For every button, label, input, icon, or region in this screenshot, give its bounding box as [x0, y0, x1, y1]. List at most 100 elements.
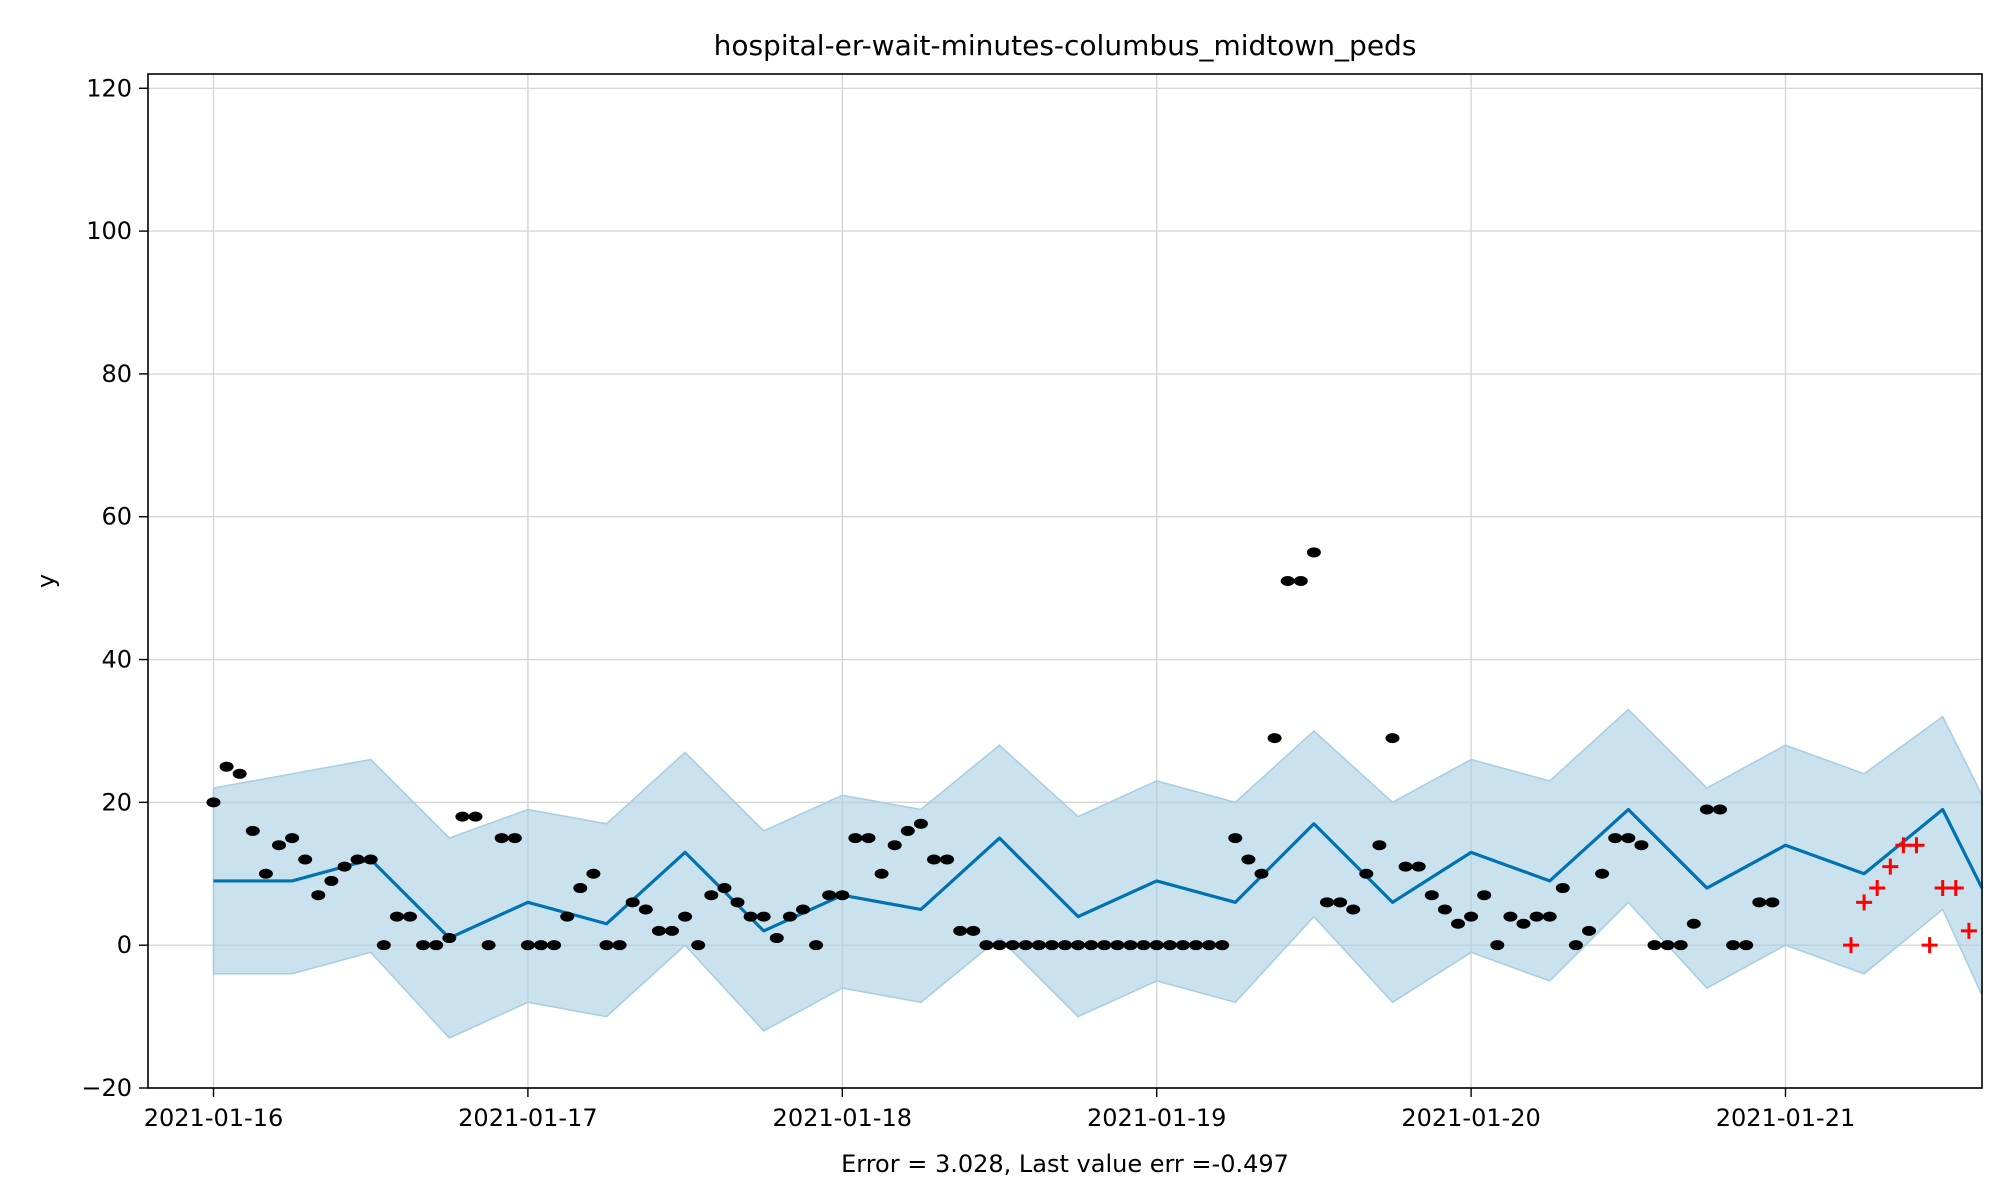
observed-point: [1058, 940, 1072, 951]
observed-point: [769, 933, 784, 944]
observed-point: [1359, 868, 1374, 879]
observed-point: [1267, 733, 1282, 744]
observed-point: [1346, 904, 1361, 915]
y-tick-label: 20: [101, 788, 132, 816]
observed-point: [534, 940, 548, 951]
y-tick-label: −20: [81, 1074, 132, 1102]
x-tick-label: 2021-01-18: [773, 1104, 912, 1132]
observed-point: [1503, 911, 1518, 922]
observed-point: [1765, 897, 1780, 908]
observed-point: [1110, 940, 1125, 951]
observed-point: [1490, 940, 1505, 951]
observed-point: [1595, 868, 1610, 879]
observed-point: [1699, 804, 1714, 815]
observed-point: [232, 768, 247, 779]
holdout-point: [1882, 858, 1899, 875]
observed-point: [1464, 911, 1479, 922]
observed-point: [822, 890, 837, 901]
observed-point: [717, 883, 732, 894]
holdout-point: [1856, 894, 1873, 911]
x-axis: 2021-01-16 2021-01-17 2021-01-18 2021-01-19…: [144, 1088, 1855, 1132]
observed-point: [900, 825, 915, 836]
observed-point: [743, 911, 758, 922]
observed-point: [363, 854, 378, 865]
observed-point: [1516, 918, 1531, 929]
y-tick-label: 80: [101, 360, 132, 388]
observed-point: [1123, 940, 1138, 951]
observed-point: [1634, 840, 1649, 851]
observed-point: [691, 940, 706, 951]
observed-point: [586, 868, 601, 879]
observed-point: [520, 940, 535, 951]
holdout-point: [1869, 880, 1886, 897]
observed-point: [887, 840, 902, 851]
observed-point: [927, 854, 941, 865]
x-tick-label: 2021-01-17: [458, 1104, 597, 1132]
y-tick-label: 40: [101, 646, 132, 674]
x-tick-label: 2021-01-21: [1716, 1104, 1855, 1132]
y-axis-label: y: [32, 574, 60, 588]
observed-point: [272, 840, 286, 851]
observed-point: [507, 833, 522, 844]
observed-point: [940, 854, 955, 865]
observed-point: [1424, 890, 1439, 901]
observed-point: [1673, 940, 1688, 951]
observed-point: [953, 925, 968, 936]
holdout-point: [1921, 937, 1938, 954]
observed-point: [1189, 940, 1203, 951]
holdout-points-layer: [1843, 837, 1977, 954]
observed-point: [1739, 940, 1754, 951]
y-tick-label: 120: [86, 74, 132, 102]
observed-point: [1713, 804, 1727, 815]
observed-point: [665, 925, 679, 936]
observed-point: [560, 911, 575, 922]
observed-point: [638, 904, 653, 915]
observed-point: [1398, 861, 1413, 872]
observed-point: [298, 854, 313, 865]
observed-point: [1084, 940, 1099, 951]
observed-point: [429, 940, 444, 951]
observed-point: [1162, 940, 1177, 951]
plot-frame: [147, 73, 1983, 1089]
observed-point: [1582, 925, 1596, 936]
observed-point: [1228, 833, 1243, 844]
holdout-point: [1843, 937, 1859, 954]
observed-point: [455, 811, 470, 822]
observed-point: [848, 833, 863, 844]
observed-point: [1555, 883, 1570, 894]
observed-point: [651, 925, 666, 936]
observed-point: [389, 911, 404, 922]
y-tick-label: 60: [101, 503, 132, 531]
observed-point: [245, 825, 260, 836]
y-tick-label: 0: [117, 931, 132, 959]
observed-point: [809, 940, 824, 951]
observed-point: [1293, 576, 1308, 586]
observed-point: [861, 833, 876, 844]
observed-point: [337, 861, 352, 872]
observed-point: [730, 897, 745, 908]
observed-point: [376, 940, 391, 951]
observed-point: [1726, 940, 1741, 951]
observed-point: [1306, 547, 1321, 558]
observed-point: [756, 911, 771, 922]
observed-point: [1647, 940, 1662, 951]
observed-point: [1686, 918, 1701, 929]
forecast-line: [213, 807, 1984, 940]
observed-point: [285, 833, 300, 844]
observed-point: [1529, 911, 1544, 922]
observed-point: [350, 854, 365, 865]
observed-point: [1136, 940, 1151, 951]
x-axis-label: Error = 3.028, Last value err =-0.497: [841, 1150, 1289, 1178]
observed-point: [468, 811, 483, 822]
observed-point: [1044, 940, 1059, 951]
observed-point: [678, 911, 693, 922]
observed-points-layer: [206, 547, 1780, 951]
x-tick-label: 2021-01-16: [144, 1104, 283, 1132]
observed-point: [874, 868, 889, 879]
observed-point: [1241, 854, 1256, 865]
observed-point: [494, 833, 509, 844]
x-tick-label: 2021-01-19: [1087, 1104, 1226, 1132]
observed-point: [1280, 576, 1295, 586]
observed-point: [1005, 940, 1020, 951]
